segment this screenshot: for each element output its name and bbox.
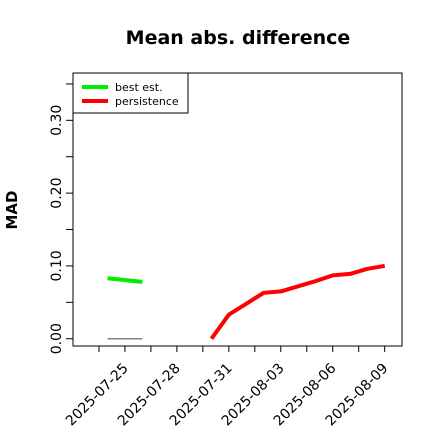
y-tick-label: 0.00 xyxy=(49,323,65,354)
y-axis: 0.00 0.10 0.20 0.30 xyxy=(49,83,73,354)
y-tick-label: 0.10 xyxy=(49,250,65,281)
legend-box xyxy=(72,72,189,114)
x-axis: 2025-07-252025-07-282025-07-312025-08-03… xyxy=(63,346,392,429)
series-line-best-est xyxy=(107,276,143,284)
legend-label-best-est: best est. xyxy=(115,81,163,94)
y-tick-label: 0.20 xyxy=(49,178,65,209)
legend: best est. persistence xyxy=(72,72,189,114)
y-tick-label: 0.30 xyxy=(49,105,65,136)
series-line-persistence xyxy=(209,263,386,340)
y-axis-label: MAD xyxy=(3,191,21,230)
plot-frame xyxy=(72,72,403,347)
series-layer xyxy=(107,263,386,340)
chart-title: Mean abs. difference xyxy=(126,27,351,49)
legend-label-persistence: persistence xyxy=(115,95,179,108)
